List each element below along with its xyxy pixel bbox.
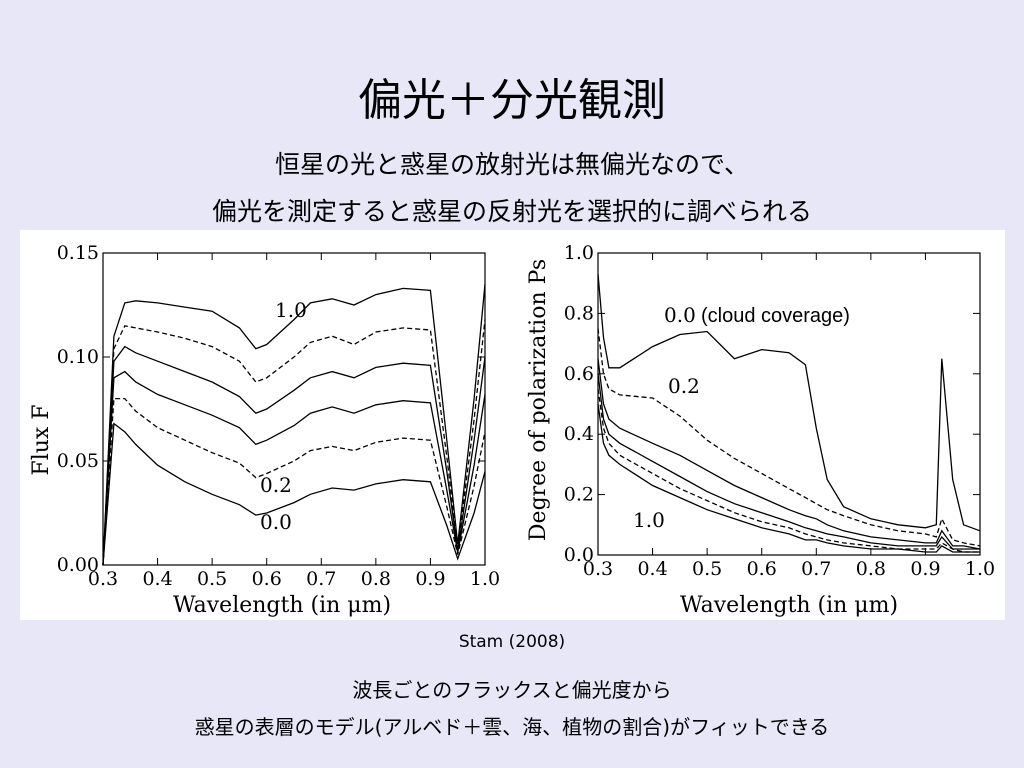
left-series-line-5 [102, 422, 486, 566]
left-series-line-1 [102, 319, 486, 566]
right-ytick-label: 1.0 [564, 242, 594, 264]
left-xtick-label: 0.3 [88, 568, 118, 590]
left-ytick-label: 0.05 [57, 450, 99, 472]
left-ytick-label: 0.15 [57, 242, 99, 264]
right-annot-0-0: 0.0 [664, 303, 696, 327]
left-annot-0-2: 0.2 [260, 473, 292, 497]
caption-line-2: 惑星の表層のモデル(アルベド＋雲、海、植物の割合)がフィットできる [194, 715, 830, 739]
caption-line-1: 波長ごとのフラックスと偏光度から [352, 678, 672, 702]
right-xtick-label: 0.8 [856, 558, 886, 580]
left-ylabel: Flux F [29, 404, 54, 475]
right-xtick-label: 0.9 [910, 558, 940, 580]
right-xtick-label: 0.4 [637, 558, 667, 580]
figure-panel: Wavelength (in μm) Flux F 1.0 0.2 0.0 Wa… [20, 230, 1005, 620]
right-series-line-2 [597, 358, 981, 550]
left-xtick-label: 1.0 [470, 568, 500, 590]
left-xtick-label: 0.9 [415, 568, 445, 590]
left-xtick-label: 0.5 [197, 568, 227, 590]
left-xtick-label: 0.7 [306, 568, 336, 590]
subtitle-line-1: 恒星の光と惑星の放射光は無偏光なので、 [274, 150, 749, 179]
left-ytick-label: 0.10 [57, 346, 99, 368]
right-series-line-0 [597, 274, 981, 532]
slide-title: 偏光＋分光観測 [358, 75, 666, 126]
right-annot-cloud-coverage: (cloud coverage) [701, 305, 850, 327]
left-xtick-label: 0.4 [142, 568, 172, 590]
right-series-line-1 [597, 328, 981, 547]
right-xtick-label: 0.5 [692, 558, 722, 580]
left-plot-frame [102, 252, 486, 566]
right-xtick-label: 0.7 [801, 558, 831, 580]
left-series-line-4 [102, 397, 486, 566]
left-xlabel: Wavelength (in μm) [173, 593, 391, 618]
left-annot-1-0: 1.0 [275, 298, 307, 322]
right-ytick-label: 0.8 [564, 302, 594, 324]
right-ylabel: Degree of polarization Ps [526, 259, 551, 541]
right-annot-1-0: 1.0 [633, 508, 665, 532]
figure-svg: Wavelength (in μm) Flux F 1.0 0.2 0.0 Wa… [29, 242, 995, 618]
left-series-line-3 [102, 370, 486, 566]
subtitle-line-2: 偏光を測定すると惑星の反射光を選択的に調べられる [211, 197, 812, 226]
right-annot-0-2: 0.2 [668, 374, 700, 398]
right-ytick-label: 0.4 [564, 423, 594, 445]
left-xtick-label: 0.6 [252, 568, 282, 590]
right-xtick-label: 1.0 [965, 558, 995, 580]
right-xtick-label: 0.3 [583, 558, 613, 580]
left-series-line-0 [102, 284, 486, 566]
left-annot-0-0: 0.0 [260, 510, 292, 534]
left-series-line-2 [102, 345, 486, 566]
right-ytick-label: 0.0 [564, 544, 594, 566]
right-ytick-label: 0.6 [564, 363, 594, 385]
right-xtick-label: 0.6 [747, 558, 777, 580]
right-series-line-4 [597, 388, 980, 553]
left-ytick-label: 0.00 [57, 554, 99, 576]
right-series-line-3 [597, 373, 980, 550]
right-series-line-5 [597, 403, 980, 553]
left-xtick-label: 0.8 [361, 568, 391, 590]
right-xlabel: Wavelength (in μm) [680, 593, 898, 618]
citation: Stam (2008) [458, 632, 566, 652]
right-ytick-label: 0.2 [564, 484, 594, 506]
